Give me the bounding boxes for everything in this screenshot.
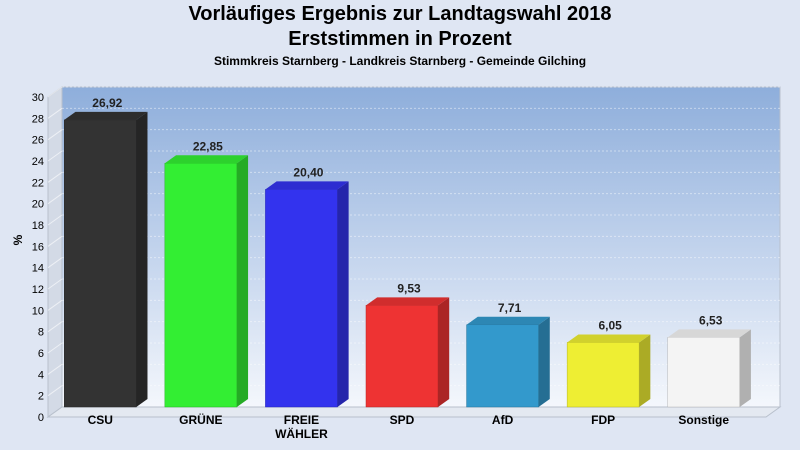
bar-side	[236, 155, 249, 407]
bar-top	[366, 297, 450, 306]
bar	[164, 163, 238, 408]
gridline-side	[47, 129, 63, 141]
gridline-side	[47, 342, 63, 354]
gridline-side	[47, 278, 63, 290]
data-label: 9,53	[397, 281, 421, 295]
x-tick-label: FREIE	[284, 413, 319, 427]
y-tick-label: 28	[32, 113, 44, 125]
chart-title: Vorläufiges Ergebnis zur Landtagswahl 20…	[188, 3, 612, 25]
bar-top	[265, 181, 349, 190]
gridline-side	[47, 385, 63, 397]
gridline-side	[47, 193, 63, 205]
y-tick-label: 22	[32, 177, 44, 189]
y-tick-label: 14	[32, 263, 44, 275]
data-label: 22,85	[193, 139, 223, 153]
y-tick-label: 8	[38, 327, 44, 339]
bar-side	[739, 329, 751, 407]
plot-side-wall	[47, 86, 63, 418]
bar	[64, 119, 137, 408]
bar-top	[64, 111, 148, 120]
bar	[667, 337, 740, 408]
gridline-side	[47, 150, 63, 162]
bar-side	[639, 334, 651, 407]
y-tick-label: 0	[38, 412, 44, 424]
data-label: 6,05	[598, 318, 622, 332]
gridline-side	[47, 321, 63, 333]
bar	[365, 305, 439, 408]
bar-side	[337, 181, 349, 407]
bar	[466, 324, 539, 408]
x-tick-label: CSU	[88, 413, 113, 427]
bar-top	[667, 329, 751, 338]
bar-top	[466, 316, 550, 325]
y-tick-label: 2	[38, 391, 44, 403]
gridline-side	[47, 363, 63, 375]
gridline-side	[47, 235, 63, 247]
bar-side	[438, 297, 450, 407]
chart-caption: Stimmkreis Starnberg - Landkreis Starnbe…	[213, 54, 587, 68]
y-tick-label: 10	[32, 305, 44, 317]
x-tick-label: Sonstige	[678, 413, 729, 427]
data-label: 20,40	[293, 165, 323, 179]
gridline-side	[47, 86, 63, 98]
y-tick-label: 4	[38, 369, 44, 381]
gridline-side	[47, 257, 63, 269]
bar-side	[136, 111, 148, 407]
gridline-side	[47, 214, 63, 226]
plot-floor	[46, 406, 782, 418]
y-tick-label: 30	[32, 92, 44, 104]
y-tick-label: 12	[32, 284, 44, 296]
x-tick-label: FDP	[591, 413, 615, 427]
bar	[265, 189, 338, 408]
gridline-side	[47, 171, 63, 183]
data-label: 26,92	[92, 96, 122, 110]
gridline-side	[47, 299, 63, 311]
x-tick-label: AfD	[492, 413, 514, 427]
bar-side	[538, 316, 550, 407]
y-tick-label: 18	[32, 220, 44, 232]
y-tick-label: 6	[38, 348, 44, 360]
data-label: 6,53	[699, 313, 723, 327]
y-tick-label: 24	[32, 156, 44, 168]
bar-top	[164, 155, 249, 164]
y-tick-label: 20	[32, 199, 44, 211]
bar-top	[567, 334, 651, 343]
y-tick-label: 16	[32, 241, 44, 253]
x-tick-label: WÄHLER	[275, 426, 328, 441]
y-axis-label: %	[11, 234, 25, 245]
data-label: 7,71	[498, 301, 522, 315]
bar	[566, 342, 640, 408]
chart-subtitle: Erststimmen in Prozent	[288, 28, 512, 50]
y-tick-label: 26	[32, 135, 44, 147]
x-tick-label: SPD	[390, 413, 415, 427]
x-tick-label: GRÜNE	[179, 412, 222, 427]
gridline-side	[47, 107, 63, 119]
